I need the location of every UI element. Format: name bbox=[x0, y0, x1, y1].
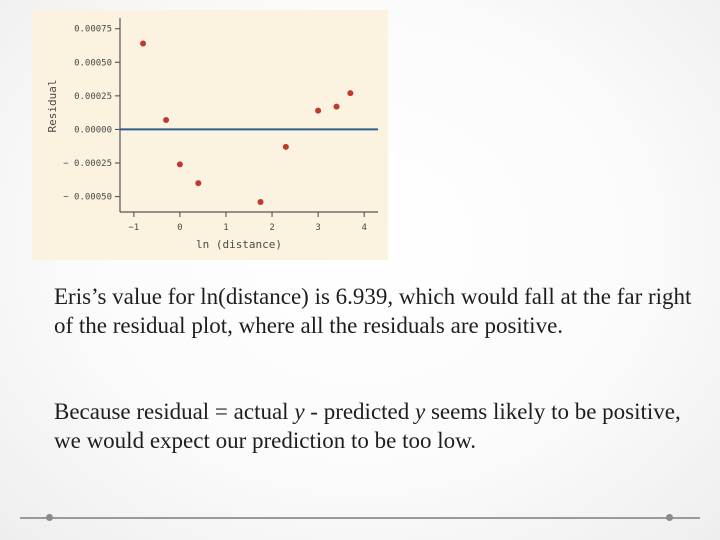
y-tick-label: − 0.00050 bbox=[63, 193, 112, 203]
residual-plot: 0.00075 0.00050 0.00025 0.00000 − 0.00025 − 0… bbox=[46, 18, 378, 251]
paragraph-2-text-c: seems likely to be positive, we would ex… bbox=[54, 399, 681, 453]
explanation-paragraph-2: Because residual = actual y - predicted … bbox=[54, 397, 694, 455]
residual-point bbox=[282, 143, 289, 150]
x-axis-label: ln (distance) bbox=[196, 238, 282, 251]
residual-point bbox=[333, 103, 340, 110]
residual-point bbox=[195, 180, 202, 187]
x-tick-label: 0 bbox=[177, 223, 182, 233]
x-tick-label: −1 bbox=[128, 223, 139, 233]
x-tick-label: 2 bbox=[269, 223, 274, 233]
residual-point bbox=[347, 90, 354, 97]
explanation-paragraph-1: Eris’s value for ln(distance) is 6.939, … bbox=[54, 282, 694, 340]
y-tick-label: 0.00050 bbox=[74, 58, 112, 68]
x-tick-label: 1 bbox=[223, 223, 228, 233]
y-tick-label: 0.00075 bbox=[74, 25, 112, 35]
x-tick-label: 4 bbox=[361, 223, 366, 233]
paragraph-1-text: Eris’s value for ln(distance) is 6.939, … bbox=[54, 284, 692, 338]
residual-plot-panel: 0.00075 0.00050 0.00025 0.00000 − 0.00025 − 0… bbox=[32, 10, 388, 260]
paragraph-2-y-actual: y bbox=[294, 399, 305, 424]
residual-point bbox=[315, 107, 322, 114]
residual-point bbox=[163, 117, 170, 124]
residual-point bbox=[140, 40, 147, 47]
bottom-frame-line bbox=[20, 517, 700, 519]
y-tick-label: − 0.00025 bbox=[63, 159, 112, 169]
bottom-right-frame-dot bbox=[666, 514, 673, 521]
y-tick-label: 0.00025 bbox=[74, 92, 112, 102]
paragraph-2-text-a: Because residual = actual bbox=[54, 399, 295, 424]
bottom-left-frame-dot bbox=[46, 514, 53, 521]
paragraph-2-text-b: - predicted bbox=[304, 399, 416, 424]
paragraph-2-y-predicted: y bbox=[415, 399, 426, 424]
y-axis-label: Residual bbox=[46, 80, 59, 133]
residual-point bbox=[257, 198, 264, 205]
x-tick-label: 3 bbox=[315, 223, 320, 233]
residual-point bbox=[176, 161, 183, 168]
y-tick-label: 0.00000 bbox=[74, 125, 112, 135]
